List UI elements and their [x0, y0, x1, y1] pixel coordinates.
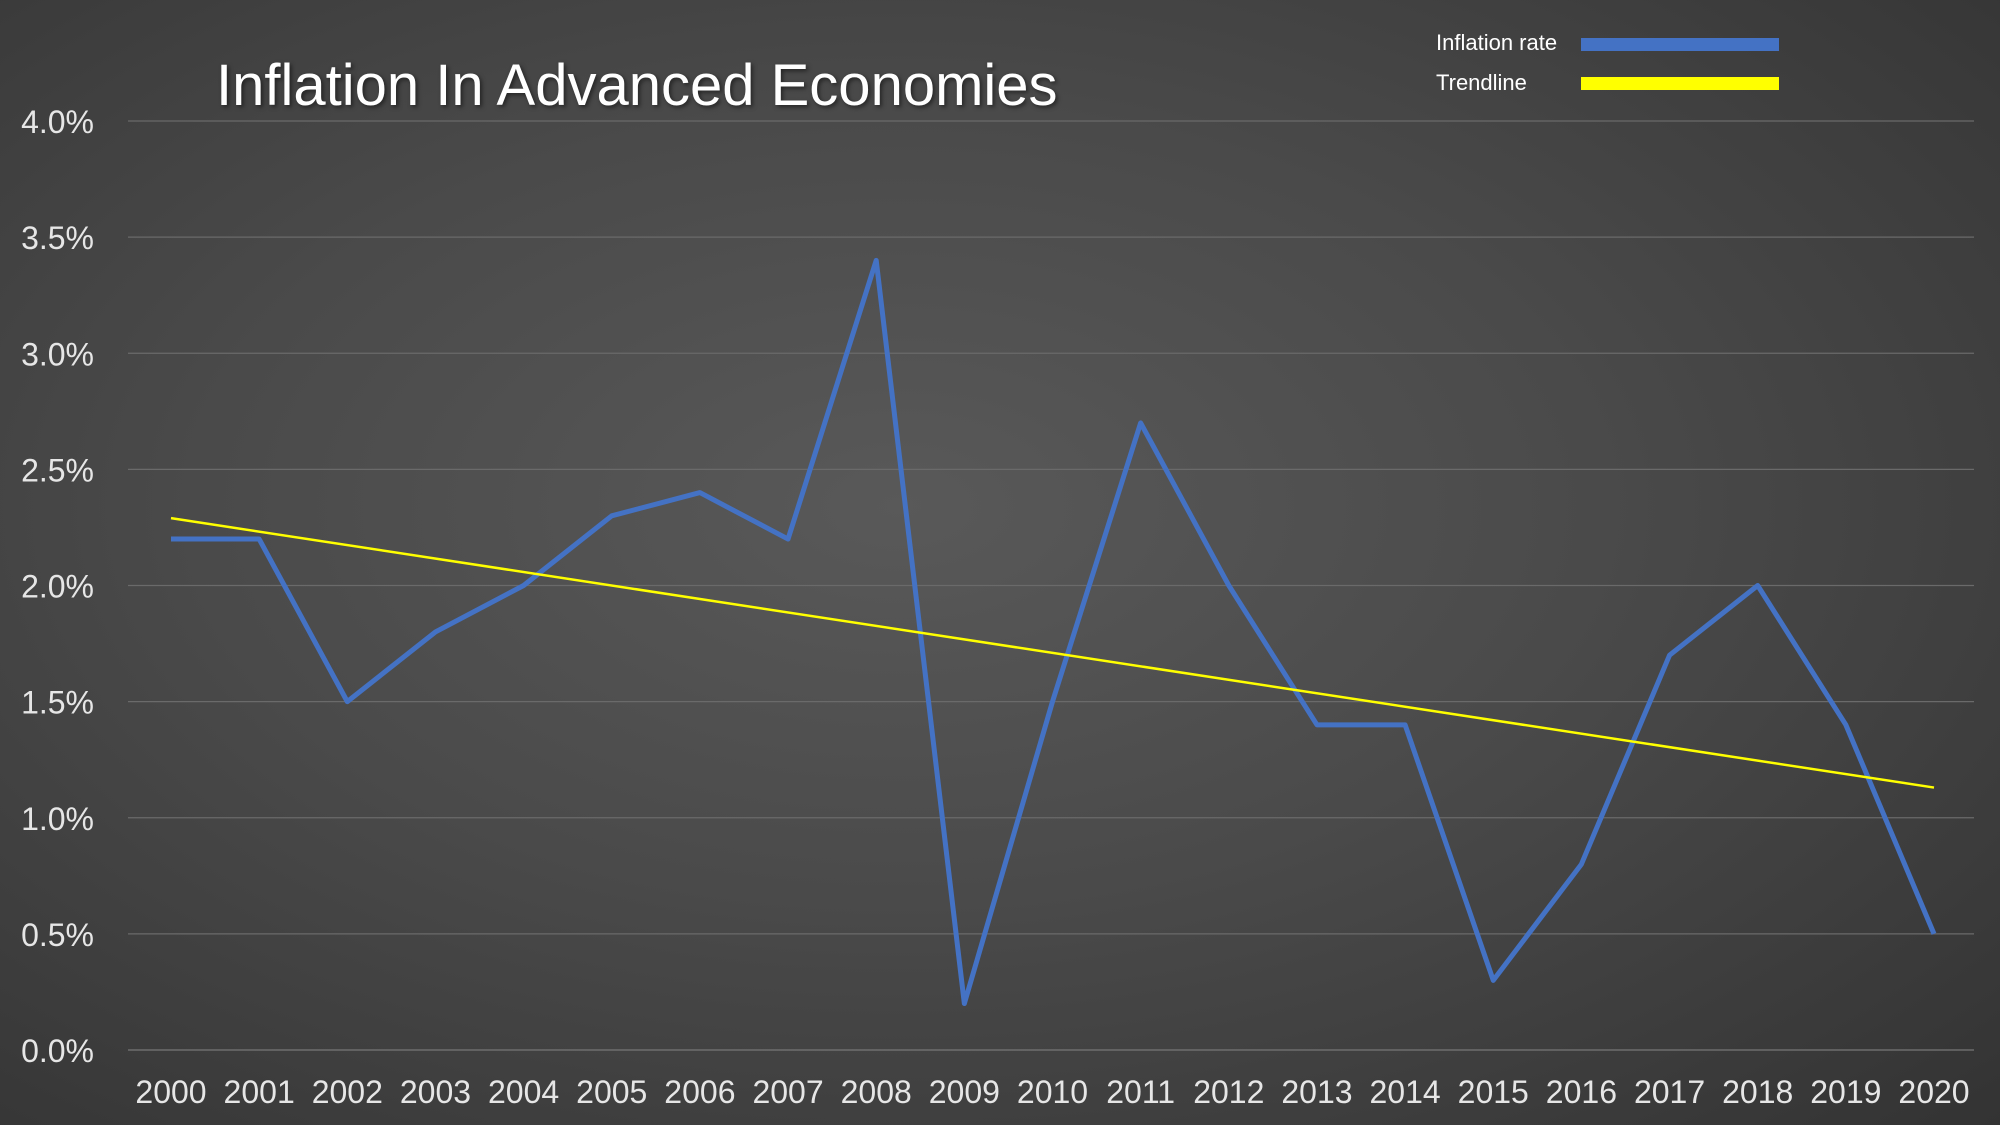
- y-tick-label: 1.0%: [21, 801, 94, 837]
- y-tick-label: 0.0%: [21, 1033, 94, 1069]
- y-tick-label: 1.5%: [21, 685, 94, 721]
- x-tick-label: 2012: [1193, 1074, 1264, 1110]
- y-tick-label: 2.0%: [21, 569, 94, 605]
- x-tick-label: 2003: [400, 1074, 471, 1110]
- chart-title: Inflation In Advanced Economies: [216, 53, 1058, 118]
- x-tick-label: 2019: [1810, 1074, 1881, 1110]
- legend-label-inflation: Inflation rate: [1436, 30, 1558, 55]
- x-tick-label: 2007: [752, 1074, 823, 1110]
- x-tick-label: 2005: [576, 1074, 647, 1110]
- x-tick-label: 2010: [1017, 1074, 1088, 1110]
- x-tick-label: 2000: [135, 1074, 206, 1110]
- x-tick-label: 2013: [1281, 1074, 1352, 1110]
- x-tick-label: 2017: [1634, 1074, 1705, 1110]
- y-tick-label: 4.0%: [21, 104, 94, 140]
- legend-swatch-trendline: [1581, 77, 1779, 90]
- y-tick-label: 3.5%: [21, 220, 94, 256]
- legend-swatch-inflation: [1581, 38, 1779, 51]
- y-tick-label: 3.0%: [21, 336, 94, 372]
- x-tick-label: 2018: [1722, 1074, 1793, 1110]
- x-tick-label: 2011: [1106, 1074, 1175, 1110]
- trendline: [170, 516, 1935, 789]
- x-tick-label: 2002: [312, 1074, 383, 1110]
- y-tick-label: 2.5%: [21, 452, 94, 488]
- x-tick-label: 2006: [664, 1074, 735, 1110]
- legend-label-trendline: Trendline: [1436, 70, 1527, 95]
- x-tick-label: 2020: [1898, 1074, 1969, 1110]
- x-tick-label: 2014: [1370, 1074, 1441, 1110]
- x-tick-label: 2008: [841, 1074, 912, 1110]
- x-tick-label: 2015: [1458, 1074, 1529, 1110]
- x-tick-label: 2001: [224, 1074, 295, 1110]
- x-tick-label: 2009: [929, 1074, 1000, 1110]
- x-tick-label: 2004: [488, 1074, 559, 1110]
- x-tick-label: 2016: [1546, 1074, 1617, 1110]
- y-tick-label: 0.5%: [21, 917, 94, 953]
